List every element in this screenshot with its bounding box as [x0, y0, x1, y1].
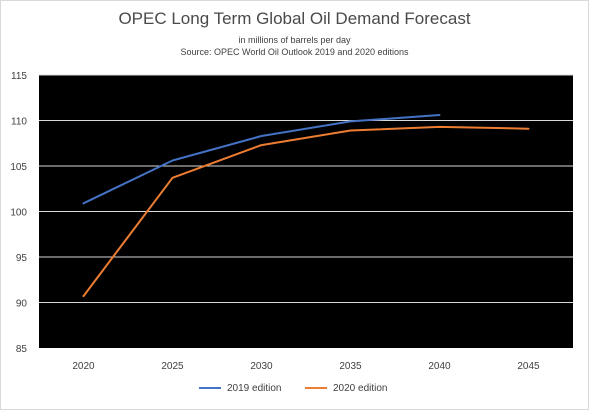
y-tick-label: 100: [10, 208, 27, 219]
legend-label-2019: 2019 edition: [227, 382, 282, 394]
y-tick-label: 85: [16, 344, 28, 355]
series-line-2020: [82, 125, 530, 298]
y-tick-label: 90: [16, 299, 28, 310]
legend-label-2020: 2020 edition: [333, 382, 388, 394]
legend-item-2020: 2020 edition: [305, 380, 388, 396]
chart-subtitle-source: Source: OPEC World Oil Outlook 2019 and …: [180, 47, 409, 57]
x-tick-label: 2025: [161, 361, 184, 372]
y-tick-label: 95: [16, 253, 28, 264]
y-tick-label: 115: [11, 71, 27, 82]
chart-subtitle-units: in millions of barrels per day: [238, 35, 351, 45]
x-tick-label: 2020: [72, 361, 95, 372]
x-tick-label: 2035: [339, 361, 362, 372]
y-tick-label: 110: [11, 117, 27, 128]
legend-swatch-2020: [305, 387, 327, 389]
y-tick-label: 105: [10, 162, 27, 173]
chart-title: OPEC Long Term Global Oil Demand Forecas…: [118, 9, 471, 28]
legend-swatch-2019: [199, 387, 221, 389]
series-line-2019: [82, 114, 441, 205]
x-tick-label: 2040: [428, 361, 451, 372]
legend-item-2019: 2019 edition: [199, 380, 282, 396]
x-tick-label: 2030: [250, 361, 273, 372]
x-tick-label: 2045: [517, 361, 540, 372]
chart-legend: 2019 edition 2020 edition: [0, 380, 589, 396]
